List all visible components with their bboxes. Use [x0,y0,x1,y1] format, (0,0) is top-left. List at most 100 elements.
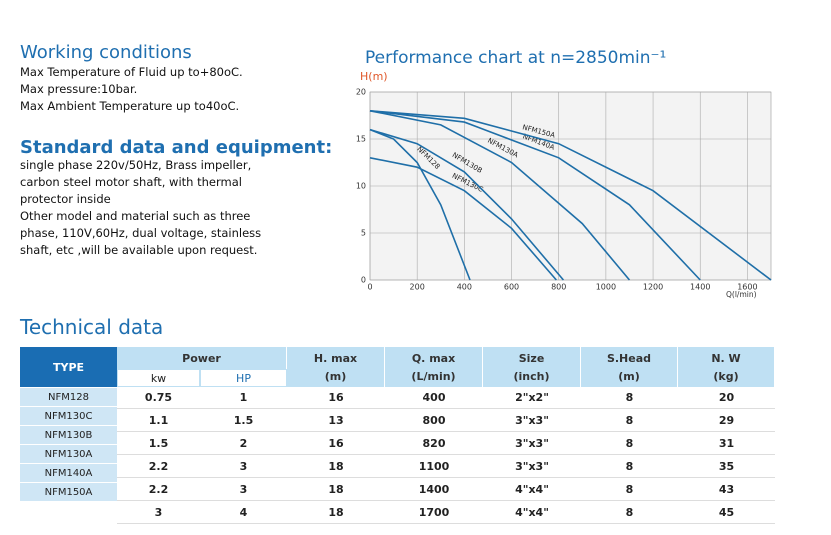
chart: Performance chart at n=2850min⁻¹ H(m) Q(… [356,48,772,299]
x-tick-label: 1200 [643,283,663,292]
data-cell: 18 [328,483,344,496]
text-line: protector inside [20,192,111,206]
text-line: Max Ambient Temperature up to40oC. [20,99,240,113]
curve [369,128,565,281]
technical-title: Technical data [20,315,164,339]
x-tick-label: 1000 [596,283,616,292]
row-rule [117,431,775,432]
text-line: Other model and material such as three [20,209,251,223]
data-cell: 8 [625,460,634,473]
column-name: N. W [711,351,741,365]
data-cell: 400 [422,391,446,404]
text-line: phase, 110V,60Hz, dual voltage, stainles… [20,226,262,240]
type-cell: NFM130A [20,445,117,463]
column-name: H. max [313,351,358,365]
column-header: H. max (m) [287,347,385,387]
x-tick-label: 200 [410,283,425,292]
working-lines: Max Temperature of Fluid up to+80oC. Max … [20,64,243,115]
row-rule [117,500,775,501]
type-cell: NFM150A [20,483,117,501]
data-cell: 1 [239,391,248,404]
kw-header: kw [117,369,200,387]
data-cell: 4"x4" [515,506,549,519]
y-tick-label: 5 [361,229,366,238]
text-line: single phase 220v/50Hz, Brass impeller, [20,158,252,172]
x-tick-label: 1400 [690,283,710,292]
type-cell: NFM130C [20,407,117,425]
row-rule [117,408,775,409]
data-cell: 20 [718,391,735,404]
power-header: Power [117,347,287,369]
data-cell: 3 [154,506,163,519]
data-cell: 45 [718,506,735,519]
data-cell: 8 [625,437,634,450]
type-header: TYPE [20,347,117,387]
data-cell: 16 [328,437,344,450]
x-tick-label: 0 [367,283,372,292]
curve [369,157,557,281]
row-rule [117,454,775,455]
column-unit: (kg) [713,369,739,383]
data-cell: 18 [328,506,344,519]
data-cell: 800 [422,414,446,427]
data-cell: 18 [328,460,344,473]
data-cell: 13 [328,414,344,427]
data-cell: 1.5 [233,414,254,427]
data-cell: 35 [718,460,735,473]
column-name: Q. max [411,351,456,365]
curve [369,110,631,281]
text-line: carbon steel motor shaft, with thermal [20,175,242,189]
y-axis-label: H(m) [360,70,388,83]
data-cell: 1.5 [148,437,169,450]
data-cell: 3"x3" [515,414,549,427]
x-axis-label: Q(l/min) [726,290,757,299]
curve [369,110,772,281]
curve [369,110,701,281]
y-tick-label: 0 [361,276,366,285]
data-cell: 820 [422,437,446,450]
data-cell: 16 [328,391,344,404]
column-header: N. W (kg) [678,347,775,387]
column-header: Q. max (L/min) [385,347,483,387]
data-cell: 2 [239,437,248,450]
chart-title: Performance chart at n=2850min⁻¹ [365,48,666,68]
row-rule [117,523,775,524]
data-cell: 2.2 [148,460,169,473]
data-cell: 3"x3" [515,437,549,450]
data-cell: 3 [239,460,248,473]
type-cell: NFM130B [20,426,117,444]
column-unit: (m) [324,369,347,383]
type-cell: NFM128 [20,388,117,406]
y-tick-label: 20 [356,88,366,97]
y-tick-label: 10 [356,182,366,191]
text-line: shaft, etc ,will be available upon reque… [20,243,258,257]
column-unit: (L/min) [411,369,456,383]
data-cell: 4"x4" [515,483,549,496]
x-tick-label: 400 [457,283,472,292]
data-cell: 2"x2" [515,391,549,404]
row-rule [117,477,775,478]
working-title: Working conditions [20,42,192,63]
column-unit: (m) [618,369,640,383]
data-cell: 8 [625,391,634,404]
data-cell: 1700 [418,506,450,519]
data-cell: 31 [718,437,735,450]
data-cell: 0.75 [144,391,173,404]
hp-header: HP [200,369,287,387]
column-header: Size (inch) [483,347,581,387]
text-line: Max Temperature of Fluid up to+80oC. [20,65,243,79]
type-cell: NFM140A [20,464,117,482]
data-cell: 43 [718,483,735,496]
data-cell: 2.2 [148,483,169,496]
data-cell: 1100 [418,460,450,473]
data-cell: 8 [625,483,634,496]
column-name: S.Head [606,351,652,365]
x-tick-label: 600 [504,283,519,292]
data-cell: 8 [625,506,634,519]
data-cell: 1.1 [148,414,169,427]
data-cell: 8 [625,414,634,427]
y-tick-label: 15 [356,135,366,144]
data-cell: 3"x3" [515,460,549,473]
x-tick-label: 1600 [737,283,757,292]
